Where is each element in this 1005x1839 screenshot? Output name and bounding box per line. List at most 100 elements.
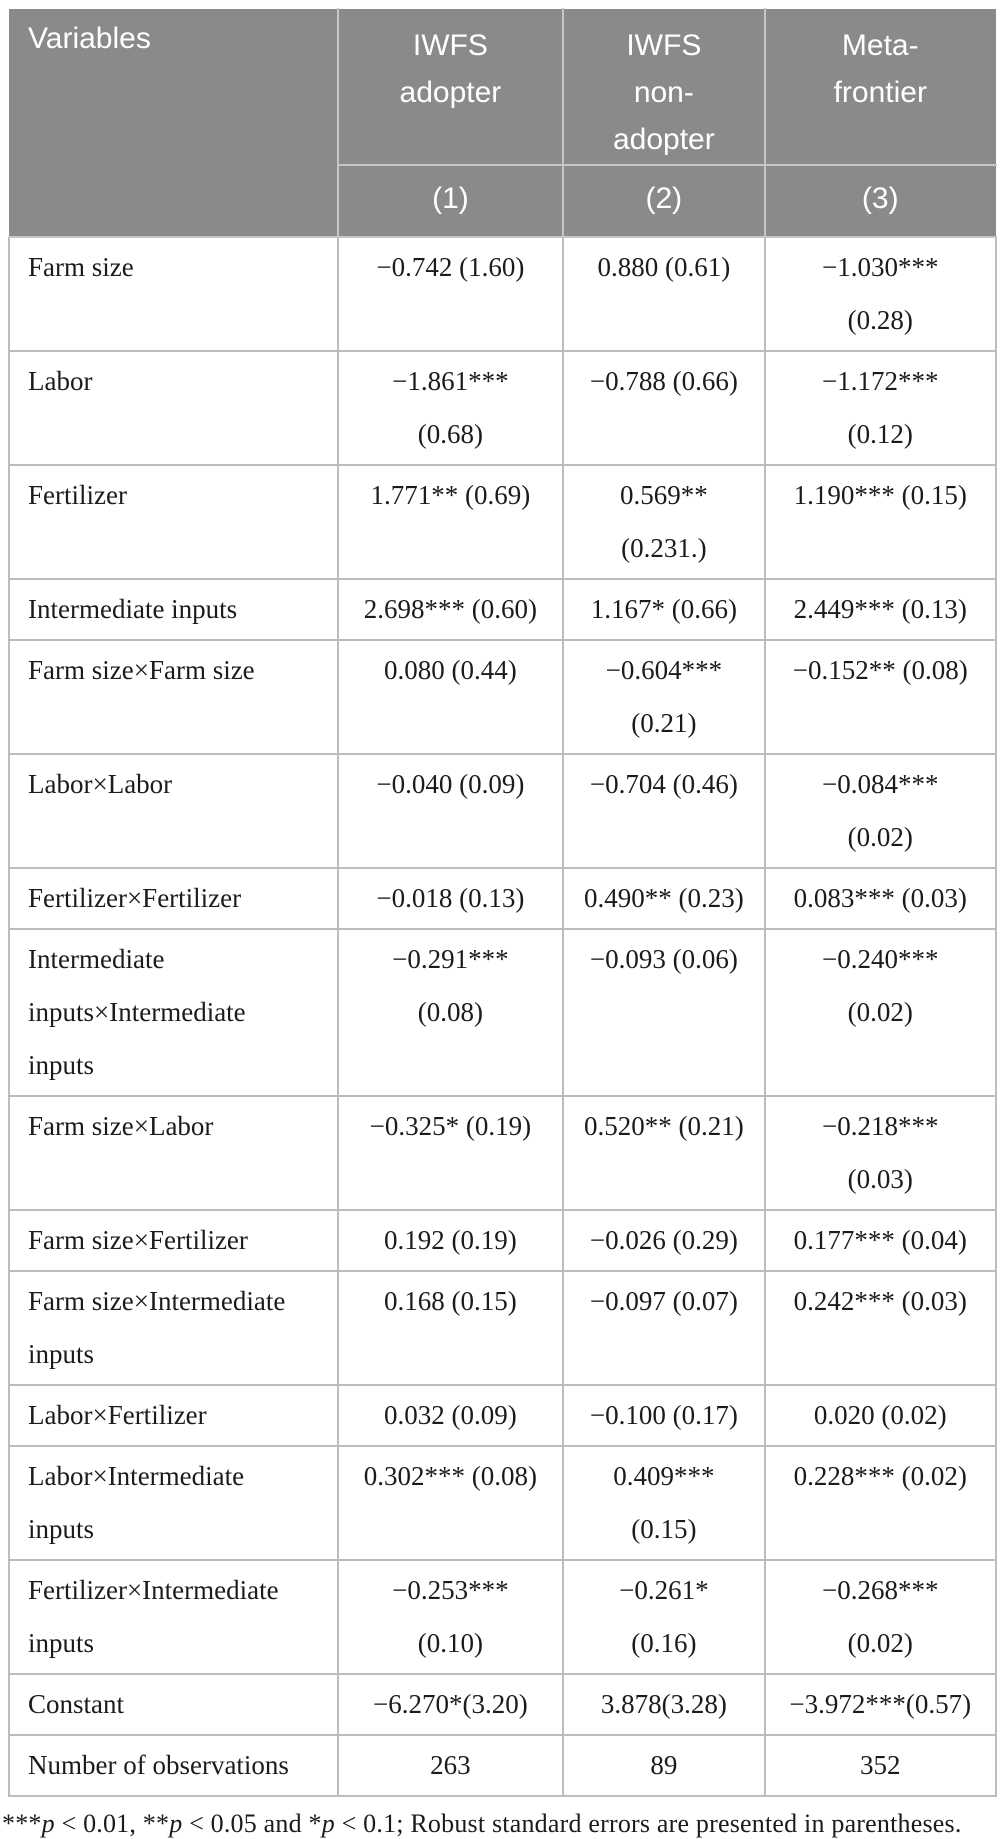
value-line: 0.880 (0.61) xyxy=(597,252,731,282)
value-line: 0.168 (0.15) xyxy=(384,1286,517,1316)
value-line: −0.291*** xyxy=(392,944,509,974)
variable-line: Constant xyxy=(28,1689,125,1719)
table-body: Farm size −0.742 (1.60) 0.880 (0.61) −1.030… xyxy=(8,236,998,1797)
value-cell: 0.083*** (0.03) xyxy=(763,867,998,930)
variable-line: inputs×Intermediate xyxy=(28,997,246,1027)
value-cell: 0.490** (0.23) xyxy=(562,867,766,930)
value-cell: 89 xyxy=(562,1734,766,1797)
table-row: Labor×Fertilizer 0.032 (0.09) −0.100 (0.17… xyxy=(8,1384,998,1447)
table-row: Intermediate inputs×Intermediate inputs −0.… xyxy=(8,928,998,1097)
model-number-header: (2) xyxy=(562,164,766,238)
variable-line: Fertilizer×Fertilizer xyxy=(28,883,242,913)
table-row: Farm size×Fertilizer 0.192 (0.19) −0.026 (… xyxy=(8,1209,998,1272)
variable-cell: Fertilizer×Fertilizer xyxy=(8,867,339,930)
value-line: −0.040 (0.09) xyxy=(376,769,525,799)
value-cell: −0.026 (0.29) xyxy=(562,1209,766,1272)
value-line: (0.08) xyxy=(417,997,484,1027)
column-header-line: adopter xyxy=(399,75,502,109)
value-cell: −0.100 (0.17) xyxy=(562,1384,766,1447)
value-line: −0.742 (1.60) xyxy=(376,252,525,282)
value-line: −0.018 (0.13) xyxy=(376,883,525,913)
value-line: 89 xyxy=(650,1750,678,1780)
value-line: 1.167* (0.66) xyxy=(590,594,737,624)
value-cell: −0.788 (0.66) xyxy=(562,350,766,466)
value-cell: −0.325* (0.19) xyxy=(336,1095,565,1211)
value-line: −0.152** (0.08) xyxy=(792,655,968,685)
value-line: −0.253*** xyxy=(392,1575,509,1605)
variable-line: Farm size×Intermediate xyxy=(28,1286,286,1316)
variable-cell: Intermediate inputs×Intermediate inputs xyxy=(8,928,339,1097)
table-row: Constant −6.270*(3.20) 3.878(3.28) −3.972**… xyxy=(8,1673,998,1736)
footnote-segment: * xyxy=(308,1809,322,1838)
value-line: (0.15) xyxy=(631,1514,697,1544)
table-row: Intermediate inputs 2.698*** (0.60) 1.167*… xyxy=(8,578,998,641)
value-cell: 263 xyxy=(336,1734,565,1797)
value-line: 0.409*** xyxy=(613,1461,715,1491)
value-line: 1.771** (0.69) xyxy=(370,480,531,510)
variable-cell: Labor×Fertilizer xyxy=(8,1384,339,1447)
column-header-line: IWFS xyxy=(626,28,702,62)
variable-line: inputs xyxy=(28,1339,95,1369)
value-line: 263 xyxy=(430,1750,471,1780)
variable-line: Farm size×Fertilizer xyxy=(28,1225,248,1255)
value-cell: −0.604*** (0.21) xyxy=(562,639,766,755)
value-line: 3.878(3.28) xyxy=(600,1689,727,1719)
value-line: −0.100 (0.17) xyxy=(589,1400,738,1430)
column-header-line: frontier xyxy=(833,75,927,109)
column-header: IWFS adopter xyxy=(336,9,565,166)
value-line: −6.270*(3.20) xyxy=(373,1689,528,1719)
variable-line: Intermediate inputs xyxy=(28,594,238,624)
value-line: −0.097 (0.07) xyxy=(589,1286,738,1316)
value-cell: −0.253*** (0.10) xyxy=(336,1559,565,1675)
value-line: −0.026 (0.29) xyxy=(589,1225,738,1255)
value-cell: 1.190*** (0.15) xyxy=(763,464,998,580)
table-row: Farm size×Farm size 0.080 (0.44) −0.604***… xyxy=(8,639,998,755)
value-cell: −0.261* (0.16) xyxy=(562,1559,766,1675)
value-line: −0.084*** xyxy=(822,769,939,799)
variable-cell: Farm size×Labor xyxy=(8,1095,339,1211)
value-cell: 2.449*** (0.13) xyxy=(763,578,998,641)
variable-cell: Number of observations xyxy=(8,1734,339,1797)
table-row: Farm size×Intermediate inputs 0.168 (0.15)… xyxy=(8,1270,998,1386)
value-cell: −0.084*** (0.02) xyxy=(763,753,998,869)
value-cell: 0.520** (0.21) xyxy=(562,1095,766,1211)
value-cell: −1.030*** (0.28) xyxy=(763,236,998,352)
value-cell: −0.704 (0.46) xyxy=(562,753,766,869)
value-cell: 1.167* (0.66) xyxy=(562,578,766,641)
value-line: (0.16) xyxy=(631,1628,697,1658)
value-line: (0.68) xyxy=(417,419,484,449)
table-row: Fertilizer 1.771** (0.69) 0.569** (0.231.) 1… xyxy=(8,464,998,580)
value-line: (0.03) xyxy=(847,1164,913,1194)
value-cell: 0.228*** (0.02) xyxy=(763,1445,998,1561)
table-header: Variables IWFS adopter IWFS non-adopter Meta… xyxy=(9,9,996,238)
table-row: Number of observations 263 89 352 xyxy=(8,1734,998,1797)
table-row: Fertilizer×Intermediate inputs −0.253*** (0… xyxy=(8,1559,998,1675)
value-line: −1.172*** xyxy=(822,366,939,396)
value-line: −0.788 (0.66) xyxy=(589,366,738,396)
variable-line: inputs xyxy=(28,1050,95,1080)
variable-line: inputs xyxy=(28,1514,95,1544)
value-cell: 0.302*** (0.08) xyxy=(336,1445,565,1561)
value-cell: −0.018 (0.13) xyxy=(336,867,565,930)
value-line: 0.569** xyxy=(619,480,708,510)
footnote-segment: < 0.1; Robust standard errors are presen… xyxy=(334,1809,962,1838)
value-line: (0.12) xyxy=(847,419,913,449)
footnote-segment: p xyxy=(169,1809,183,1838)
value-cell: 0.880 (0.61) xyxy=(562,236,766,352)
value-line: (0.231.) xyxy=(621,533,707,563)
variable-cell: Fertilizer xyxy=(8,464,339,580)
footnote-segment: ** xyxy=(142,1809,170,1838)
variable-line: Farm size×Labor xyxy=(28,1111,214,1141)
column-header-line: Meta- xyxy=(841,28,919,62)
value-line: 0.020 (0.02) xyxy=(813,1400,947,1430)
value-cell: 2.698*** (0.60) xyxy=(336,578,565,641)
value-cell: 3.878(3.28) xyxy=(562,1673,766,1736)
value-cell: 0.569** (0.231.) xyxy=(562,464,766,580)
table-row: Farm size −0.742 (1.60) 0.880 (0.61) −1.030… xyxy=(8,236,998,352)
value-line: 0.177*** (0.04) xyxy=(793,1225,967,1255)
variable-line: Fertilizer×Intermediate xyxy=(28,1575,279,1605)
variable-cell: Farm size×Intermediate inputs xyxy=(8,1270,339,1386)
column-header: Meta-frontier xyxy=(763,9,996,166)
value-cell: 0.242*** (0.03) xyxy=(763,1270,998,1386)
variable-cell: Farm size×Farm size xyxy=(8,639,339,755)
